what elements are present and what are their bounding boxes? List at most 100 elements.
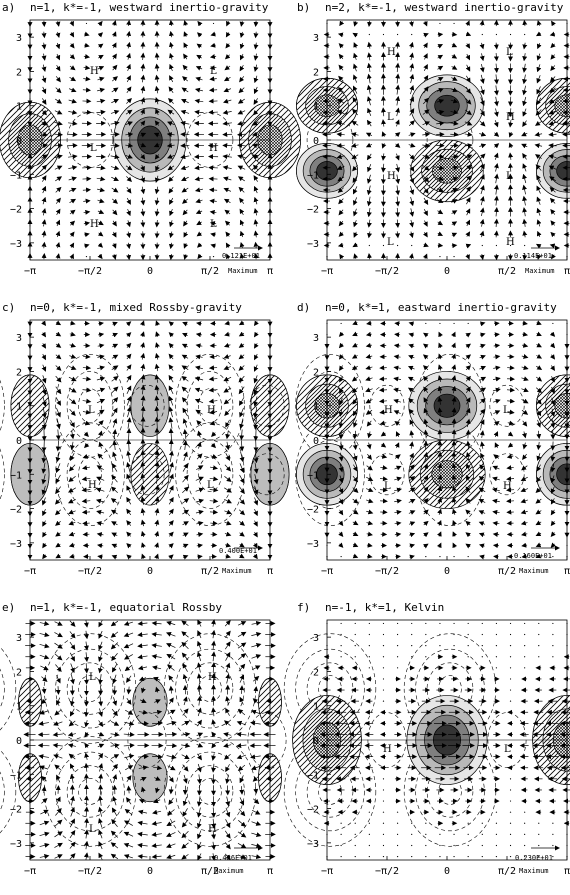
vector-arrow xyxy=(181,641,189,649)
vector-arrow xyxy=(56,774,61,783)
panel-c-xtick-label: π/2 xyxy=(201,566,219,577)
vector-arrow xyxy=(507,409,515,415)
vector-arrow xyxy=(522,42,528,50)
panel-e-streamline xyxy=(438,675,462,702)
vector-arrow xyxy=(40,809,49,815)
panel-b: b) n=2, k*=-1, westward inertio-gravity … xyxy=(296,1,570,277)
vector-arrow xyxy=(68,165,78,171)
vector-arrow xyxy=(338,331,345,337)
vector-arrow xyxy=(168,41,174,49)
vector-arrow xyxy=(125,154,133,159)
vector-arrow xyxy=(438,331,443,338)
vector-arrow xyxy=(168,97,174,104)
vector-arrow xyxy=(83,420,91,426)
panel-a-feature-5: H xyxy=(90,219,99,230)
panel-f-title: n=-1, k*=1, Kelvin xyxy=(325,601,444,614)
vector-dot xyxy=(509,822,512,824)
vector-arrow xyxy=(407,365,415,371)
vector-arrow xyxy=(380,107,386,117)
vector-arrow xyxy=(436,165,445,171)
panel-b-feature-6: L xyxy=(506,171,513,182)
vector-arrow xyxy=(548,143,557,149)
vector-arrow xyxy=(395,84,401,95)
vector-arrow xyxy=(508,152,514,160)
vector-arrow xyxy=(155,342,160,349)
vector-arrow xyxy=(550,486,556,494)
vector-arrow xyxy=(479,387,487,393)
vector-dot xyxy=(411,822,413,824)
vector-dot xyxy=(538,656,540,658)
vector-dot xyxy=(382,800,385,802)
vector-arrow xyxy=(409,85,415,95)
vector-arrow xyxy=(521,531,528,537)
vector-arrow xyxy=(81,498,91,504)
vector-arrow xyxy=(535,520,542,526)
vector-arrow xyxy=(238,663,246,672)
vector-arrow xyxy=(196,220,202,226)
vector-arrow xyxy=(479,543,485,549)
vector-arrow xyxy=(479,419,485,427)
vector-arrow xyxy=(84,731,90,738)
vector-arrow xyxy=(209,509,219,515)
vector-arrow xyxy=(126,97,132,104)
vector-arrow xyxy=(195,332,203,338)
panel-b-title: n=2, k*=-1, westward inertio-gravity xyxy=(325,1,564,14)
vector-arrow xyxy=(126,520,132,526)
vector-arrow xyxy=(41,364,47,372)
vector-arrow xyxy=(154,352,160,360)
vector-arrow xyxy=(111,231,117,238)
vector-arrow xyxy=(437,32,444,38)
vector-arrow xyxy=(451,375,457,382)
vector-dot xyxy=(467,844,469,847)
vector-arrow xyxy=(253,230,259,238)
vector-arrow xyxy=(223,398,232,405)
vector-arrow xyxy=(251,654,262,659)
vector-arrow xyxy=(96,165,106,171)
vector-arrow xyxy=(479,554,485,560)
panel-d-ytick-label: −3 xyxy=(307,539,319,550)
vector-dot xyxy=(495,822,498,824)
vector-arrow xyxy=(423,509,429,515)
vector-arrow xyxy=(408,20,414,27)
vector-arrow xyxy=(111,365,119,371)
vector-dot xyxy=(382,678,385,680)
vector-arrow xyxy=(535,509,542,515)
vector-arrow xyxy=(479,332,486,338)
vector-arrow xyxy=(465,497,471,504)
vector-arrow xyxy=(352,197,358,206)
vector-arrow xyxy=(351,120,359,126)
vector-dot xyxy=(453,322,455,325)
vector-dot xyxy=(411,855,413,858)
vector-dot xyxy=(552,322,554,325)
vector-arrow xyxy=(479,131,487,137)
vector-arrow xyxy=(465,520,471,527)
vector-arrow xyxy=(152,765,163,771)
vector-arrow xyxy=(84,652,90,663)
panel-b-letter: b) xyxy=(297,1,310,14)
vector-arrow xyxy=(225,651,231,661)
vector-arrow xyxy=(409,174,415,184)
vector-arrow xyxy=(183,451,188,461)
vector-arrow xyxy=(409,52,415,61)
vector-arrow xyxy=(366,498,374,504)
vector-arrow xyxy=(111,20,117,26)
vector-arrow xyxy=(437,451,443,461)
vector-dot xyxy=(509,789,512,791)
vector-arrow xyxy=(123,854,133,859)
vector-arrow xyxy=(395,52,401,61)
vector-arrow xyxy=(408,154,415,160)
vector-arrow xyxy=(126,785,132,794)
vector-arrow xyxy=(366,153,372,161)
vector-arrow xyxy=(465,429,471,439)
vector-arrow xyxy=(238,375,245,383)
vector-arrow xyxy=(125,709,134,715)
vector-arrow xyxy=(423,220,428,227)
vector-arrow xyxy=(209,487,219,493)
panel-d-max-value: 0.160E+01 xyxy=(514,552,552,560)
vector-arrow xyxy=(380,163,386,173)
panel-e-xtick-label: π/2 xyxy=(201,866,219,877)
vector-arrow xyxy=(338,397,344,406)
vector-arrow xyxy=(522,184,527,195)
vector-dot xyxy=(467,656,469,658)
vector-arrow xyxy=(409,441,415,449)
